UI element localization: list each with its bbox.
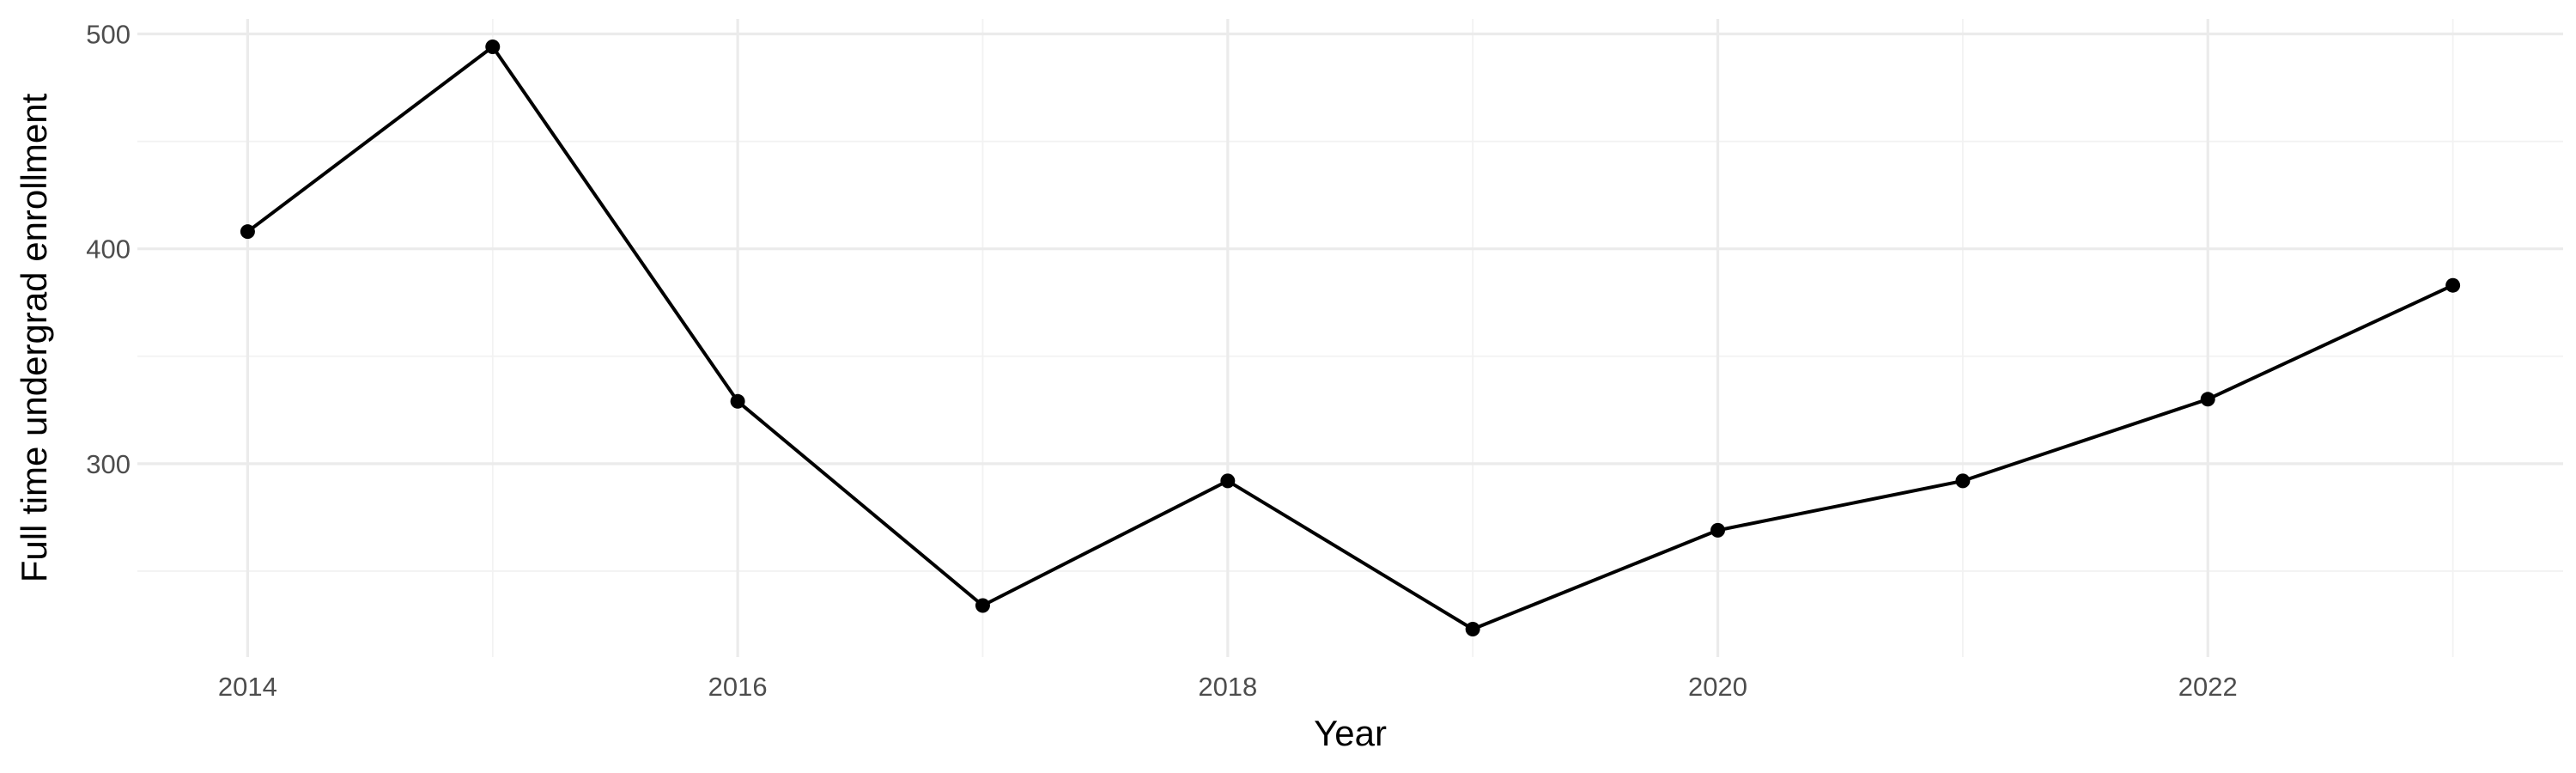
x-tick-label: 2020 [1688,672,1747,702]
y-tick-label: 500 [86,20,131,50]
x-axis-title: Year [1314,713,1387,753]
x-tick-label: 2022 [2178,672,2238,702]
series-line [246,45,2454,631]
gridlines [137,19,2563,657]
data-point [1955,473,1971,489]
tick-labels: 300 400 500 2014 2016 2018 2020 2022 [86,20,2237,702]
data-point [1220,473,1236,489]
x-tick-label: 2016 [708,672,768,702]
y-axis-title: Full time undergrad enrollment [14,93,54,582]
y-tick-label: 400 [86,234,131,265]
data-point [2200,392,2215,407]
x-tick-label: 2018 [1198,672,1257,702]
y-tick-label: 300 [86,449,131,479]
series [240,40,2461,636]
data-point [240,224,255,240]
data-point [2445,277,2461,293]
data-point [485,40,501,55]
data-point [1710,522,1726,538]
data-point [975,598,990,613]
x-tick-label: 2014 [218,672,277,702]
data-point [1465,621,1480,636]
data-point [730,393,745,409]
